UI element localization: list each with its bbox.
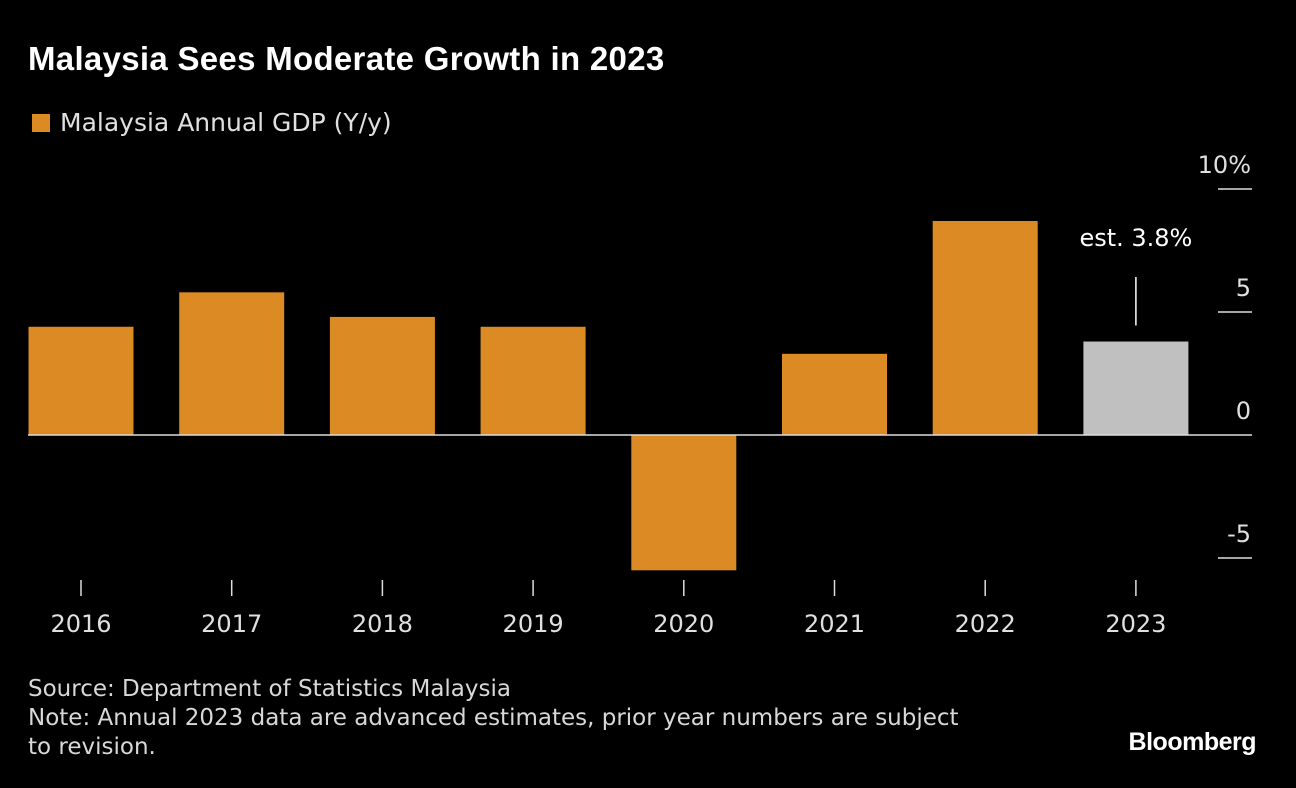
bar-2020 bbox=[631, 435, 737, 571]
bar-chart: 10% 5 0 -5 2016 2017 2018 2019 2020 2021 2022 2023 e… bbox=[28, 151, 1252, 638]
legend: Malaysia Annual GDP (Y/y) bbox=[32, 108, 392, 137]
legend-swatch bbox=[32, 113, 50, 132]
source-note: Source: Department of Statistics Malaysi… bbox=[28, 676, 511, 702]
y-tick-label: 10% bbox=[1198, 151, 1251, 179]
bar-2022 bbox=[932, 220, 1038, 435]
bloomberg-logo: Bloomberg bbox=[1128, 728, 1257, 756]
bar-2016 bbox=[28, 326, 134, 435]
y-tick-label: -5 bbox=[1227, 520, 1251, 548]
annotation-label: est. 3.8% bbox=[1079, 224, 1192, 252]
x-tick-label: 2016 bbox=[50, 610, 111, 638]
x-tick-label: 2019 bbox=[503, 610, 564, 638]
footnote-line-1: Note: Annual 2023 data are advanced esti… bbox=[28, 705, 959, 731]
y-tick-label: 5 bbox=[1236, 274, 1251, 302]
x-tick-label: 2022 bbox=[955, 610, 1016, 638]
y-tick-label: 0 bbox=[1236, 397, 1251, 425]
bar-2017 bbox=[179, 292, 285, 435]
x-tick-label: 2023 bbox=[1105, 610, 1166, 638]
x-tick-label: 2017 bbox=[201, 610, 262, 638]
legend-label: Malaysia Annual GDP (Y/y) bbox=[60, 108, 392, 137]
x-tick-label: 2021 bbox=[804, 610, 865, 638]
bar-2019 bbox=[480, 326, 586, 435]
x-tick-label: 2020 bbox=[653, 610, 714, 638]
bar-2023 bbox=[1083, 341, 1189, 435]
chart-title: Malaysia Sees Moderate Growth in 2023 bbox=[28, 40, 665, 77]
bar-2018 bbox=[329, 316, 435, 435]
footnote-line-2: to revision. bbox=[28, 734, 156, 760]
x-tick-label: 2018 bbox=[352, 610, 413, 638]
bar-2021 bbox=[782, 353, 887, 435]
